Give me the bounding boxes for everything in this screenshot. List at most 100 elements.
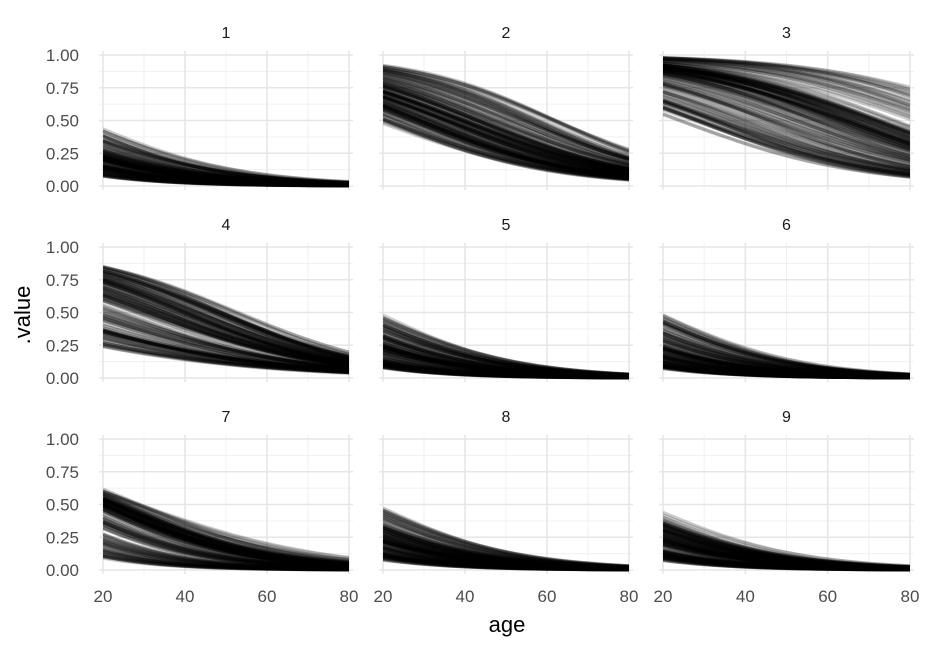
series-line [103,148,349,187]
series-line [103,552,349,572]
series-line [103,267,349,360]
series-line [103,165,349,187]
series-line [103,270,349,359]
series-line [663,528,910,570]
series-line [383,353,629,379]
series-line [663,366,910,380]
series-line [383,82,629,173]
series-line [103,167,349,188]
series-line [103,336,349,374]
series-line [103,307,349,371]
series-line [383,95,629,175]
series-line [103,286,349,363]
y-tick-label: 0.00 [46,561,79,580]
series-line [103,515,349,570]
series-line [383,100,629,179]
series-line [663,67,910,151]
series-line [383,550,629,571]
series-line [663,518,910,569]
series-line [663,98,910,173]
series-line [103,504,349,567]
series-line [663,338,910,378]
series-line [663,69,910,149]
series-line [103,266,349,361]
series-line [383,361,629,380]
series-line [663,98,910,176]
series-line [103,132,349,185]
series-line [383,510,629,568]
series-line [663,64,910,144]
series-line [103,496,349,565]
series-line [663,65,910,134]
series-line [663,95,910,175]
series-line [103,133,349,185]
series-line [103,274,349,361]
series-line [383,346,629,379]
series-line [663,66,910,138]
series-line [663,56,910,107]
x-tick-label: 60 [818,587,837,606]
series-line [103,504,349,567]
series-line [103,145,349,186]
series-line [103,169,349,188]
series-line [663,521,910,570]
series-line [103,164,349,188]
series-line [383,111,629,180]
series-line [103,520,349,571]
series-line [103,280,349,365]
series-line [383,358,629,380]
series-line [383,98,629,179]
series-line [383,362,629,380]
series-line [663,73,910,153]
series-line [103,148,349,186]
series-line [663,93,910,172]
series-line [103,502,349,568]
series-line [383,528,629,570]
series-line [383,335,629,378]
series-line [103,499,349,568]
series-line [103,288,349,366]
x-tick-label: 40 [176,587,195,606]
series-line [383,536,629,571]
x-axis-title: age [489,612,526,637]
series-line [103,499,349,568]
series-line [103,503,349,568]
x-tick-label: 40 [456,587,475,606]
series-line [383,327,629,377]
series-line [383,93,629,175]
facet-panel-7: 7 0.00 0.25 0.50 0.75 1.00 20 40 60 80 [46,409,359,606]
series-line [663,71,910,151]
series-line [663,555,910,572]
series-line [103,277,349,365]
series-line [663,540,910,571]
series-line [103,174,349,188]
series-line [663,67,910,147]
series-line [383,534,629,570]
series-line [663,541,910,571]
series-line [103,520,349,570]
series-line [663,524,910,570]
series-line [663,551,910,572]
series-line [383,342,629,379]
series-line [383,531,629,571]
series-line [663,355,910,379]
series-line [663,549,910,571]
series-line [383,72,629,165]
series-line [103,490,349,560]
series-line [663,105,910,179]
series-line [383,526,629,570]
series-line [663,57,910,110]
series-line [663,357,910,380]
series-line [663,556,910,572]
series-line [103,170,349,188]
facet-panel-6: 6 [659,217,914,382]
y-tick-label: 1.00 [46,430,79,449]
series-line [103,166,349,188]
series-line [103,265,349,356]
series-line [103,553,349,572]
series-line [103,171,349,188]
series-line [383,357,629,379]
series-line [103,493,349,567]
series-line [383,321,629,377]
series-line [103,272,349,360]
